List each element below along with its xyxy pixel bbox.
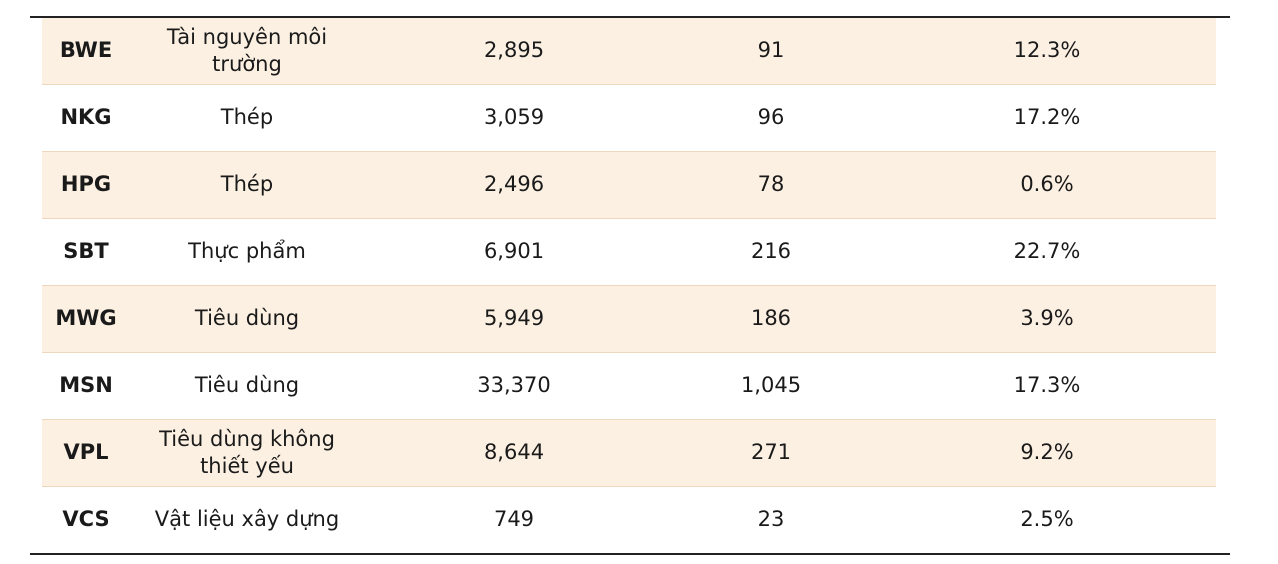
table-row: HPG Thép 2,496 78 0.6% <box>42 152 1216 219</box>
table-row: VCS Vật liệu xây dựng 749 23 2.5% <box>42 487 1216 554</box>
table-cell: Tiêu dùng <box>194 373 300 398</box>
table-cell: 9.2% <box>1020 440 1074 465</box>
ticker-cell: NKG <box>60 105 112 130</box>
ticker-cell: MSN <box>59 373 113 398</box>
table-cell: 2.5% <box>1020 507 1074 532</box>
ticker-cell: VPL <box>63 440 109 465</box>
table-cell: 23 <box>757 507 785 532</box>
bottom-rule <box>30 553 1230 555</box>
table-cell: 3.9% <box>1020 306 1074 331</box>
table-cell: 0.6% <box>1020 172 1074 197</box>
table-cell: 5,949 <box>483 306 545 331</box>
top-rule <box>30 16 1230 18</box>
ticker-cell: VCS <box>62 507 110 532</box>
table-cell: 6,901 <box>483 239 545 264</box>
table-cell: Tài nguyên môi trường <box>166 24 328 76</box>
table-cell: 2,496 <box>483 172 545 197</box>
table-cell: Tiêu dùng <box>194 306 300 331</box>
table-cell: 78 <box>757 172 785 197</box>
ticker-cell: HPG <box>60 172 112 197</box>
table-cell: 33,370 <box>477 373 551 398</box>
table-row: NKG Thép 3,059 96 17.2% <box>42 85 1216 152</box>
table-cell: 96 <box>757 105 785 130</box>
table-cell: Thực phẩm <box>188 239 306 264</box>
table-cell: Tiêu dùng không thiết yếu <box>159 426 335 478</box>
table-cell: 17.3% <box>1013 373 1081 398</box>
table-row: BWE Tài nguyên môi trường 2,895 91 12.3% <box>42 18 1216 85</box>
table-cell: 91 <box>757 38 785 63</box>
table-cell: 2,895 <box>483 38 545 63</box>
table-cell: Vật liệu xây dựng <box>154 507 340 532</box>
table-cell: 271 <box>750 440 792 465</box>
ticker-cell: SBT <box>63 239 109 264</box>
table-cell: 1,045 <box>740 373 802 398</box>
table-cell: Thép <box>220 172 274 197</box>
table-row: VPL Tiêu dùng không thiết yếu 8,644 271 9.2% <box>42 420 1216 487</box>
table-cell: 186 <box>750 306 792 331</box>
table-cell: Thép <box>220 105 274 130</box>
table-cell: 12.3% <box>1013 38 1081 63</box>
table-cell: 8,644 <box>483 440 545 465</box>
ticker-cell: BWE <box>59 38 113 63</box>
table-cell: 17.2% <box>1013 105 1081 130</box>
table-row: MWG Tiêu dùng 5,949 186 3.9% <box>42 286 1216 353</box>
table-row: MSN Tiêu dùng 33,370 1,045 17.3% <box>42 353 1216 420</box>
ticker-cell: MWG <box>55 306 117 331</box>
table-row: SBT Thực phẩm 6,901 216 22.7% <box>42 219 1216 286</box>
table-cell: 216 <box>750 239 792 264</box>
table-cell: 22.7% <box>1013 239 1081 264</box>
table-cell: 3,059 <box>483 105 545 130</box>
table-cell: 749 <box>493 507 535 532</box>
